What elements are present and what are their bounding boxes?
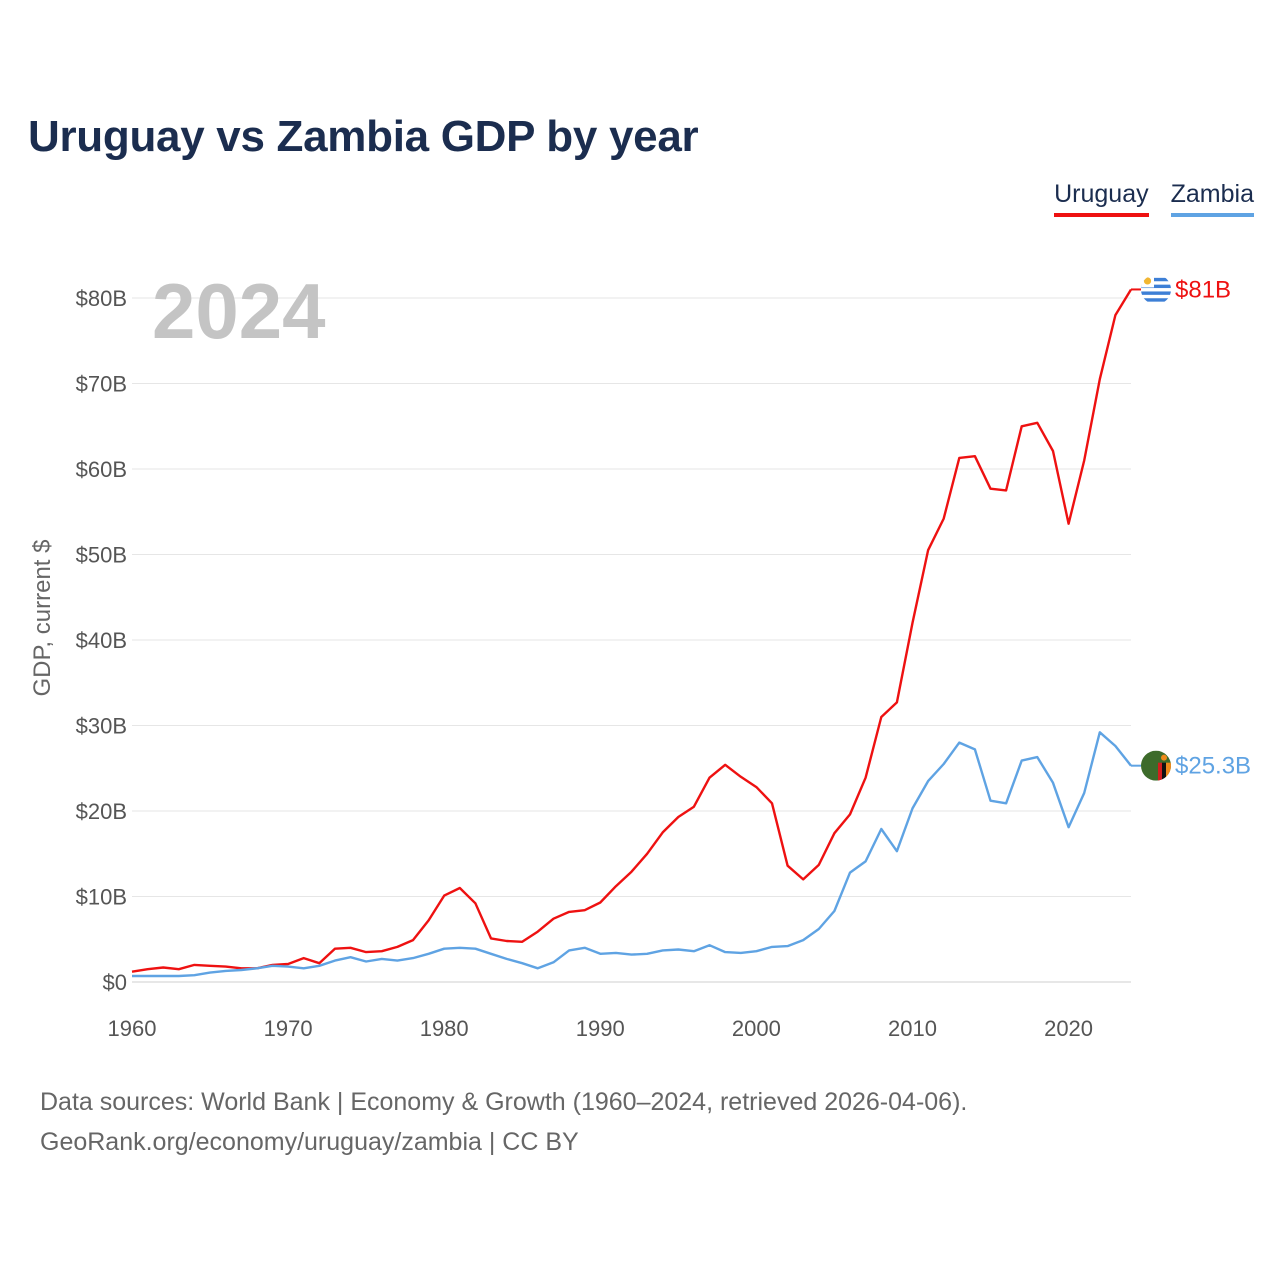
legend-item-zambia[interactable]: Zambia bbox=[1170, 180, 1254, 217]
y-tick-label: $10B bbox=[76, 885, 127, 910]
y-tick-label: $30B bbox=[76, 714, 127, 739]
y-tick-label: $70B bbox=[76, 372, 127, 397]
data-source-note: Data sources: World Bank | Economy & Gro… bbox=[40, 1088, 968, 1116]
end-label-uruguay: $81B bbox=[1175, 276, 1231, 303]
zambia-flag-icon bbox=[1141, 750, 1171, 781]
grid-lines bbox=[132, 297, 1131, 983]
x-tick-label: 1960 bbox=[108, 1016, 157, 1041]
series-end-markers: $81B $25.3B bbox=[1131, 274, 1251, 781]
x-tick-label: 2000 bbox=[732, 1016, 781, 1041]
y-tick-label: $50B bbox=[76, 543, 127, 568]
legend-item-uruguay[interactable]: Uruguay bbox=[1054, 180, 1149, 217]
series-line-uruguay bbox=[131, 288, 1133, 973]
x-axis-ticks: 1960 1970 1980 1990 2000 2010 2020 bbox=[108, 1016, 1094, 1041]
x-tick-label: 1980 bbox=[420, 1016, 469, 1041]
y-tick-label: $40B bbox=[76, 628, 127, 653]
series-line-zambia bbox=[132, 731, 1132, 978]
footer: Data sources: World Bank | Economy & Gro… bbox=[40, 1082, 967, 1162]
y-axis-ticks: $0 $10B $20B $30B $40B $50B $60B $70B $80B bbox=[76, 286, 127, 995]
gdp-line-chart: 2024 $0$10B$20B$30B$40B$50B$60B$70B$80B … bbox=[29, 267, 1251, 1041]
chart-title: Uruguay vs Zambia GDP by year bbox=[28, 112, 699, 161]
source-link[interactable]: GeoRank.org/economy/uruguay/zambia | CC … bbox=[40, 1128, 579, 1156]
x-tick-label: 1970 bbox=[264, 1016, 313, 1041]
x-tick-label: 1990 bbox=[576, 1016, 625, 1041]
legend: Uruguay Zambia bbox=[1054, 180, 1254, 217]
y-tick-label: $80B bbox=[76, 286, 127, 311]
y-axis-label: GDP, current $ bbox=[29, 540, 56, 697]
x-tick-label: 2010 bbox=[888, 1016, 937, 1041]
y-tick-label: $20B bbox=[76, 799, 127, 824]
x-tick-label: 2020 bbox=[1044, 1016, 1093, 1041]
year-watermark: 2024 bbox=[152, 267, 326, 355]
uruguay-flag-icon bbox=[1141, 274, 1171, 305]
end-label-zambia: $25.3B bbox=[1175, 753, 1251, 780]
series-lines bbox=[131, 288, 1133, 978]
y-tick-label: $60B bbox=[76, 457, 127, 482]
y-tick-label: $0 bbox=[103, 970, 127, 995]
